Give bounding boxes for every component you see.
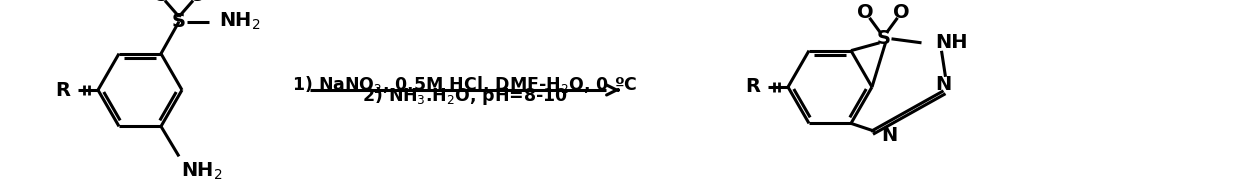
Text: O: O: [857, 3, 874, 22]
Text: O: O: [893, 3, 910, 22]
Text: N: N: [880, 126, 898, 145]
Text: O: O: [188, 0, 206, 5]
Text: S: S: [877, 29, 890, 48]
Text: O: O: [153, 0, 170, 5]
Text: S: S: [172, 12, 186, 31]
Text: NH$_2$: NH$_2$: [181, 160, 223, 182]
Text: 2) NH$_3$.H$_2$O, pH=8-10: 2) NH$_3$.H$_2$O, pH=8-10: [362, 85, 568, 107]
Text: R: R: [55, 80, 69, 100]
Text: R: R: [745, 78, 760, 97]
Text: N: N: [935, 75, 951, 94]
Text: NH: NH: [935, 33, 968, 52]
Text: NH$_2$: NH$_2$: [219, 11, 260, 32]
Text: 1) NaNO$_2$, 0.5M HCl, DMF-H$_2$O, 0 ºC: 1) NaNO$_2$, 0.5M HCl, DMF-H$_2$O, 0 ºC: [293, 74, 637, 95]
